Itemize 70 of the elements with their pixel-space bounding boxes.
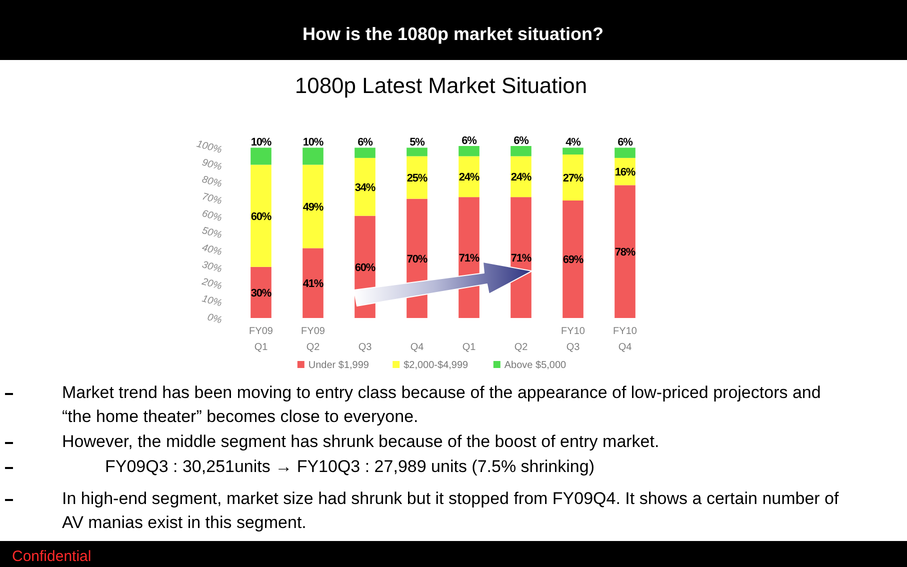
chart-subtitle: 1080p Latest Market Situation — [294, 73, 588, 98]
bar — [510, 146, 532, 156]
y-tick-label: 30% — [200, 259, 224, 276]
data-label: 6% — [462, 135, 478, 147]
bar — [562, 148, 584, 155]
legend-label: $2,000-$4,999 — [404, 360, 469, 371]
data-label: 6% — [358, 136, 374, 149]
data-label: 69% — [562, 254, 584, 266]
bar — [250, 164, 272, 267]
y-tick-label: 60% — [200, 208, 224, 224]
x-tick-label: FY09 Q2 — [301, 326, 326, 353]
data-label: 24% — [510, 172, 532, 184]
legend-label: Under $1,999 — [308, 360, 370, 371]
data-label: 34% — [354, 182, 376, 194]
bar — [614, 185, 636, 318]
data-label: 49% — [302, 201, 324, 214]
data-label: 5% — [410, 136, 426, 149]
bar — [562, 200, 584, 318]
data-label: 10% — [302, 136, 324, 149]
data-label: 78% — [614, 246, 636, 259]
data-label: 27% — [562, 172, 584, 185]
x-tick-label: FY10 Q3 — [561, 326, 586, 353]
y-tick-label: 80% — [200, 174, 224, 190]
text: Confidential — [12, 548, 92, 565]
x-tick-label: FY09 Q1 — [249, 326, 274, 353]
bar — [354, 148, 376, 158]
bar — [406, 148, 428, 156]
text: FY09Q3 : 30,251units → FY10Q3 : 27,989 units (7.5% shrinking) — [105, 456, 596, 478]
x-tick-label: Q4 — [410, 342, 424, 353]
bar — [302, 164, 324, 248]
data-label: 60% — [354, 262, 376, 274]
chart-title: How is the 1080p market situation? — [302, 24, 604, 44]
legend-label: Above $5,000 — [504, 360, 567, 371]
bar — [354, 158, 376, 216]
data-label: 41% — [302, 278, 324, 290]
y-tick-label: 20% — [200, 276, 224, 292]
bar — [250, 266, 272, 318]
y-tick-label: 0% — [206, 312, 224, 326]
data-label: 16% — [614, 166, 636, 179]
data-label: 24% — [458, 172, 480, 184]
data-label: 6% — [618, 136, 634, 149]
y-tick-label: 70% — [200, 191, 224, 208]
text: In high-end segment, market size had shrunk but it stopped from FY09Q4. It shows a certain number of AV manias exist in this segment. — [62, 488, 840, 534]
bar — [562, 154, 584, 200]
x-tick-label: FY10 Q4 — [613, 326, 638, 353]
y-tick-label: 100% — [195, 138, 224, 156]
y-tick-label: 50% — [200, 225, 224, 242]
text: However, the middle segment has shrunk because of the boost of entry market. — [62, 431, 660, 453]
data-label: 6% — [514, 135, 530, 147]
y-tick-label: 10% — [200, 294, 224, 310]
bar — [302, 148, 324, 165]
bar — [510, 197, 532, 318]
data-label: 71% — [510, 252, 532, 265]
data-label: 25% — [406, 172, 428, 185]
data-label: 70% — [406, 253, 428, 266]
bar — [458, 146, 480, 156]
data-label: 60% — [250, 210, 272, 223]
x-tick-label: Q1 — [462, 342, 476, 353]
x-tick-label: Q2 — [514, 342, 528, 353]
text: Market trend has been moving to entry class because of the appearance of low-priced projectors and “the home theater” becomes close to everyone. — [62, 382, 822, 428]
bar — [250, 148, 272, 165]
bar — [302, 248, 324, 318]
data-label: 10% — [250, 136, 272, 149]
x-tick-label: Q3 — [358, 342, 372, 353]
y-tick-label: 40% — [200, 242, 224, 258]
data-label: 71% — [458, 252, 480, 265]
data-label: 4% — [566, 136, 582, 149]
bar — [614, 148, 636, 158]
y-tick-label: 90% — [200, 157, 224, 174]
data-label: 30% — [250, 287, 272, 300]
